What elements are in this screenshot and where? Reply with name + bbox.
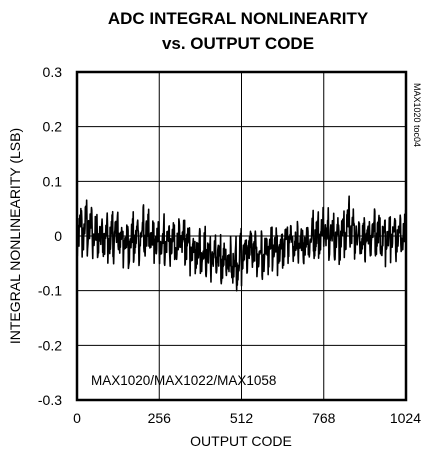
x-tick-label: 1024: [390, 410, 421, 426]
figure-code: MAX1020 toc04: [412, 83, 422, 147]
x-tick-label: 512: [230, 410, 254, 426]
y-tick-label: -0.3: [38, 392, 62, 408]
x-axis-label: OUTPUT CODE: [190, 433, 292, 449]
x-tick-labels: 0 256 512 768 1024: [73, 410, 421, 426]
x-tick-label: 0: [73, 410, 81, 426]
x-tick-label: 256: [148, 410, 172, 426]
y-tick-label: 0: [54, 228, 62, 244]
chart-subtitle: vs. OUTPUT CODE: [162, 34, 314, 53]
y-tick-labels: 0.3 0.2 0.1 0 -0.1 -0.2 -0.3: [38, 64, 62, 408]
part-number-annotation: MAX1020/MAX1022/MAX1058: [91, 373, 276, 388]
y-tick-label: -0.2: [38, 337, 62, 353]
y-tick-label: 0.1: [43, 173, 63, 189]
y-tick-label: 0.2: [43, 119, 63, 135]
y-tick-label: 0.3: [43, 64, 63, 80]
y-tick-label: -0.1: [38, 283, 62, 299]
plot-frame: [75, 70, 408, 402]
chart-title: ADC INTEGRAL NONLINEARITY: [108, 9, 369, 28]
inl-trace: [76, 195, 407, 292]
inl-series-line: [76, 195, 407, 292]
x-tick-label: 768: [312, 410, 336, 426]
y-axis-label: INTEGRAL NONLINEARITY (LSB): [7, 128, 23, 344]
